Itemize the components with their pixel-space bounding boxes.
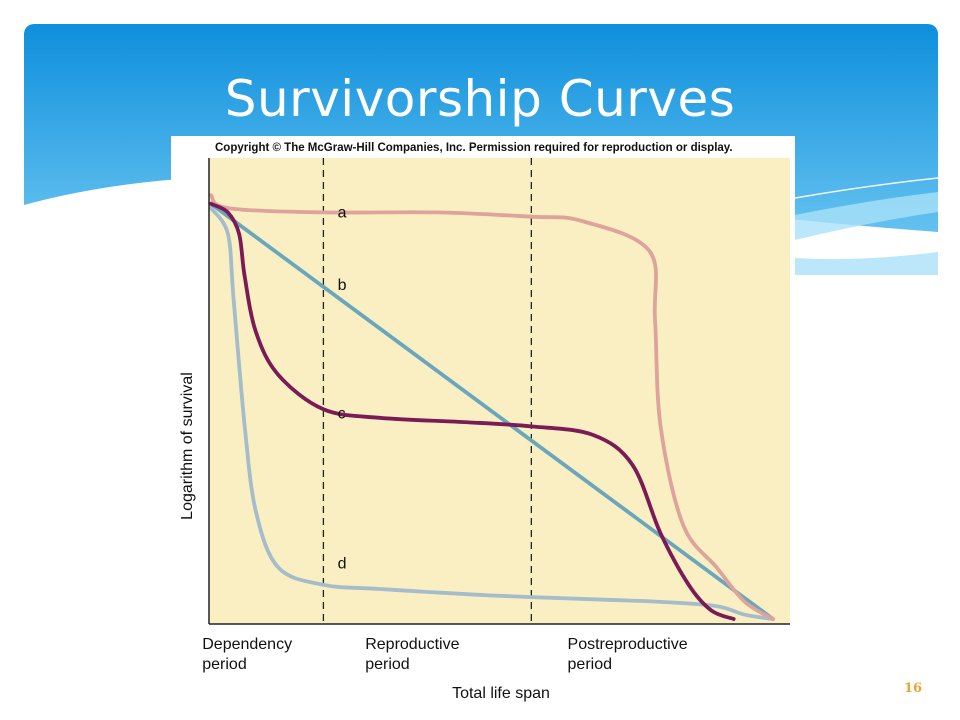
period-label: Reproductive period [365,636,459,673]
swoosh-light-band [795,192,938,240]
period-label-line: period [202,656,246,673]
period-label: Dependency period [202,636,292,673]
curve-label-a: a [338,204,347,221]
curve-label-c: c [338,406,346,423]
period-label-line: period [568,656,612,673]
slide-title: Survivorship Curves [224,70,736,128]
swoosh-bottom [795,252,938,275]
swoosh-line [794,177,939,199]
survivorship-curve-a [209,193,775,621]
period-label: Postreproductive period [568,636,688,673]
period-label-line: Postreproductive [568,636,688,653]
figure-panel: Copyright © The McGraw-Hill Companies, I… [171,136,795,714]
plot-background [209,158,790,624]
period-label-line: period [365,656,409,673]
slide-number: 16 [904,681,923,696]
period-label-line: Dependency [202,636,292,653]
x-axis-label: Total life span [452,685,550,702]
survivorship-curve-b [209,201,775,621]
survivorship-chart: a b c d Logarithm of survival Dependency perio… [179,158,790,702]
survivorship-curve-d [209,206,775,621]
survivorship-curve-c [209,201,736,621]
curve-label-d: d [338,555,347,572]
curve-label-b: b [338,277,347,294]
period-label-line: Reproductive [365,636,459,653]
copyright-notice: Copyright © The McGraw-Hill Companies, I… [215,142,733,154]
y-axis-label: Logarithm of survival [179,372,196,520]
